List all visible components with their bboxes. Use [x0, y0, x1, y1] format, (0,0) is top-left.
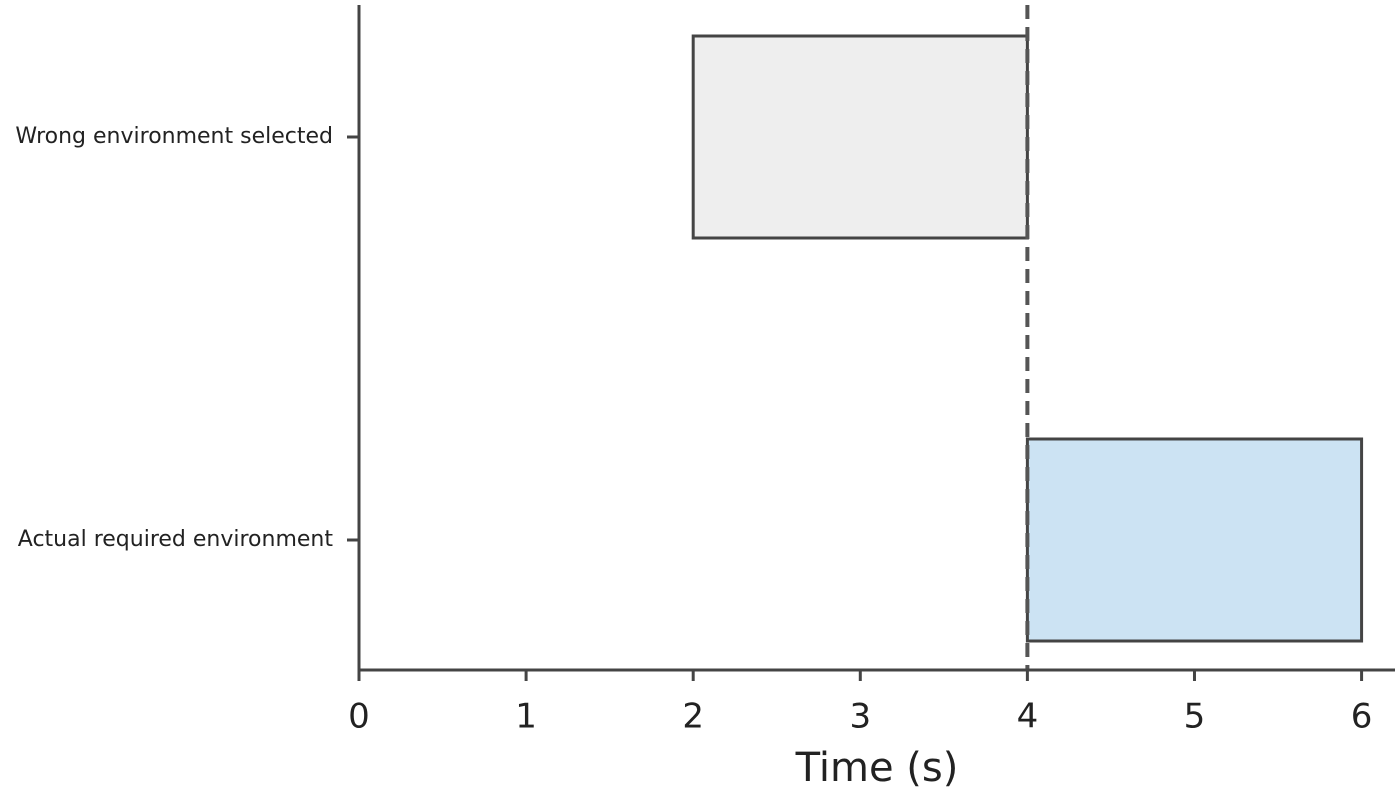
- x-tick-label: 6: [1351, 697, 1373, 737]
- bar: [691, 34, 1029, 240]
- x-tick-label: 0: [348, 697, 370, 737]
- x-axis-label: Time (s): [795, 745, 959, 791]
- x-tick-label: 1: [515, 697, 537, 737]
- x-tick-label: 3: [849, 697, 871, 737]
- x-tick-label: 4: [1017, 697, 1039, 737]
- bar: [1025, 437, 1364, 643]
- x-tick-label: 5: [1184, 697, 1206, 737]
- y-tick-label: Wrong environment selected: [15, 124, 333, 149]
- x-tick-label: 2: [682, 697, 704, 737]
- y-tick-label: Actual required environment: [18, 527, 334, 552]
